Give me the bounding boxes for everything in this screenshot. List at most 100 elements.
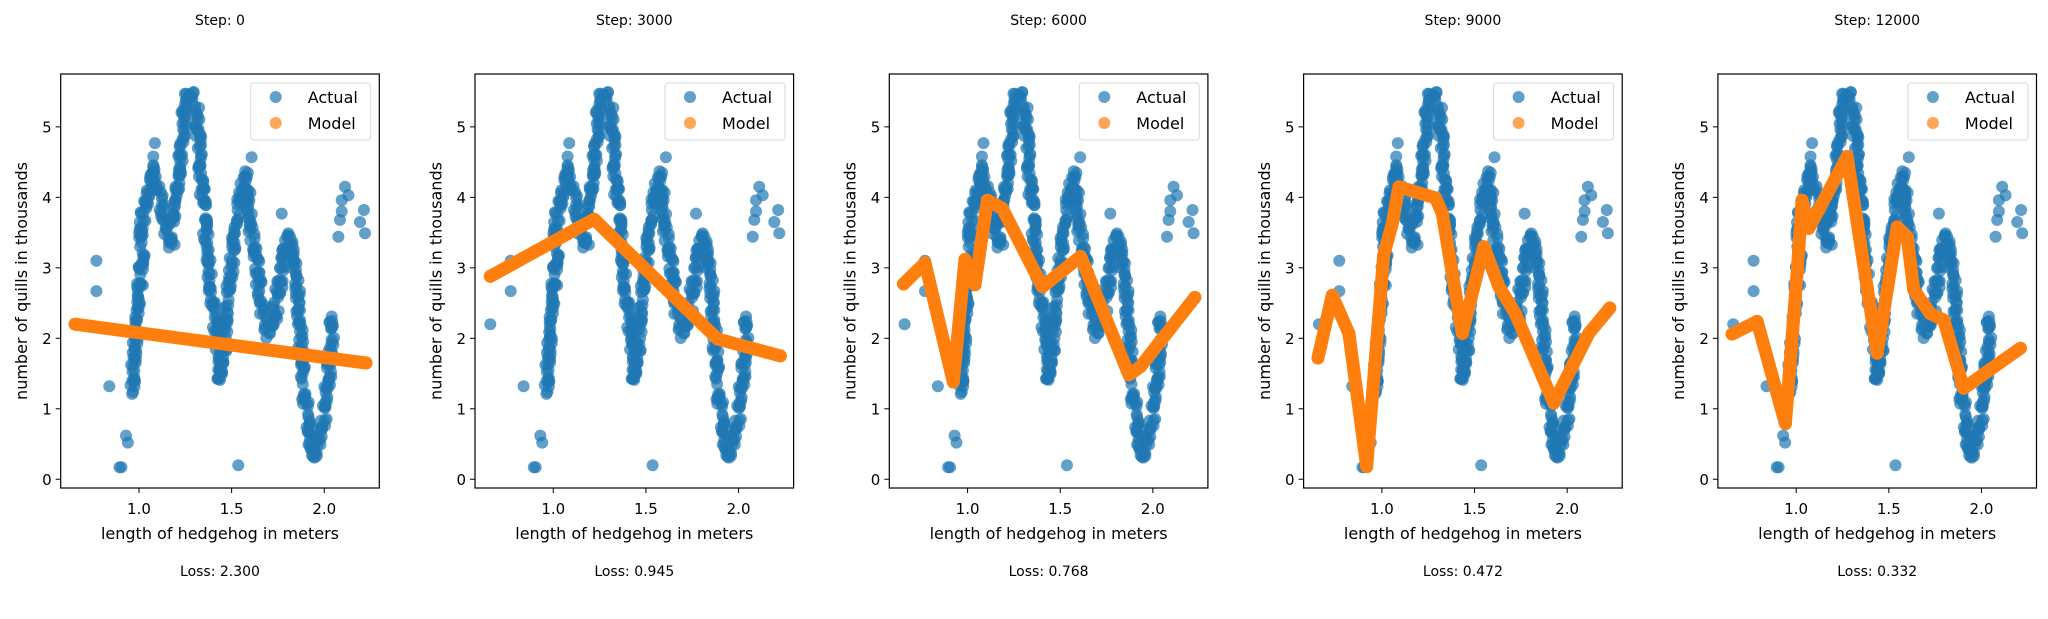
actual-point <box>554 194 567 207</box>
subplot-title: Step: 0 <box>195 13 245 29</box>
actual-point <box>551 247 563 260</box>
actual-point <box>222 299 235 312</box>
actual-point <box>1115 257 1128 270</box>
x-tick-label: 2.0 <box>1141 500 1165 518</box>
actual-point <box>1390 150 1403 163</box>
actual-point <box>1102 273 1115 286</box>
actual-point <box>706 290 719 303</box>
actual-point <box>1569 319 1582 332</box>
y-tick-label: 0 <box>42 471 52 489</box>
actual-point <box>1027 213 1040 226</box>
actual-point <box>716 423 729 436</box>
actual-point <box>1804 161 1817 173</box>
actual-point <box>214 373 226 386</box>
y-tick-label: 4 <box>1285 189 1295 207</box>
actual-point <box>1070 184 1083 197</box>
model-point <box>958 252 972 266</box>
actual-point <box>127 359 140 372</box>
actual-point <box>648 190 661 203</box>
actual-point <box>975 161 988 173</box>
legend-label-model: Model <box>722 114 770 133</box>
actual-point <box>964 230 977 243</box>
actual-point <box>768 216 781 228</box>
actual-point <box>484 318 497 331</box>
actual-point <box>529 461 542 474</box>
actual-point <box>1601 227 1614 240</box>
actual-point <box>217 357 230 369</box>
model-point <box>1311 351 1325 365</box>
actual-point <box>621 300 634 313</box>
actual-point <box>708 314 721 326</box>
actual-point <box>1391 137 1404 150</box>
actual-point <box>1984 319 1996 332</box>
subplot-step-6000: Step: 6000 Loss: 0.768 1.0 1.5 2.0 0 1 2 3 4 5 leng… <box>841 13 1209 580</box>
y-tick-label: 0 <box>1285 471 1295 489</box>
actual-point <box>542 373 555 386</box>
actual-point <box>143 173 156 186</box>
x-axis-label: length of hedgehog in meters <box>515 524 753 543</box>
model-point <box>1122 368 1136 382</box>
actual-point <box>1130 423 1143 436</box>
actual-point <box>198 213 211 226</box>
legend-label-model: Model <box>1965 114 2013 133</box>
actual-point <box>616 257 629 270</box>
actual-point <box>756 189 769 202</box>
actual-point <box>544 304 557 317</box>
actual-point <box>1817 223 1830 236</box>
legend: Actual Model <box>664 82 786 141</box>
actual-point <box>217 323 230 336</box>
actual-point <box>242 184 255 197</box>
actual-point <box>710 357 722 369</box>
legend-label-model: Model <box>1551 114 1599 133</box>
legend-marker-model <box>1926 117 1939 129</box>
actual-point <box>160 223 173 236</box>
y-tick-label: 0 <box>1699 471 1709 489</box>
subplot-step-0: Step: 0 Loss: 2.300 1.0 1.5 2.0 0 1 2 3 4 5 length … <box>12 13 380 580</box>
actual-point <box>583 196 596 208</box>
actual-point <box>1171 189 1183 202</box>
plot-area <box>1311 86 1617 474</box>
actual-point <box>137 207 150 220</box>
actual-point <box>979 184 992 197</box>
actual-point <box>713 390 726 403</box>
axes-frame <box>60 73 380 489</box>
actual-point <box>646 459 659 472</box>
actual-point <box>275 207 288 220</box>
model-series-line <box>68 317 373 370</box>
actual-point <box>1874 357 1887 369</box>
actual-point <box>1931 273 1944 286</box>
actual-point <box>1475 459 1488 472</box>
actual-point <box>1028 199 1041 212</box>
actual-point <box>1536 314 1549 326</box>
actual-point <box>325 333 338 346</box>
actual-point <box>1807 184 1820 197</box>
actual-point <box>1460 357 1473 369</box>
actual-point <box>1491 240 1504 253</box>
x-axis-label: length of hedgehog in meters <box>1344 524 1582 543</box>
model-point <box>1492 280 1506 294</box>
actual-point <box>1801 173 1814 186</box>
actual-point <box>688 273 701 286</box>
actual-point <box>130 304 143 317</box>
actual-point <box>2011 216 2024 228</box>
actual-point <box>701 257 714 270</box>
actual-point <box>1535 290 1548 303</box>
legend-marker-actual <box>684 91 696 103</box>
y-tick-label: 4 <box>1699 189 1709 207</box>
actual-point <box>614 199 627 212</box>
actual-point <box>1408 237 1421 250</box>
y-tick-label: 2 <box>871 330 881 348</box>
actual-point <box>1485 184 1498 197</box>
model-point <box>1603 301 1617 315</box>
model-point <box>1937 313 1951 327</box>
actual-point <box>177 123 190 136</box>
actual-point <box>359 227 371 240</box>
actual-point <box>115 461 128 474</box>
x-tick-label: 1.0 <box>1784 500 1808 518</box>
actual-point <box>1428 90 1441 103</box>
actual-point <box>636 299 649 312</box>
actual-point <box>147 161 160 173</box>
y-axis-label: number of quills in thousands <box>426 162 445 400</box>
actual-point <box>1989 230 2002 243</box>
actual-point <box>1561 400 1574 413</box>
